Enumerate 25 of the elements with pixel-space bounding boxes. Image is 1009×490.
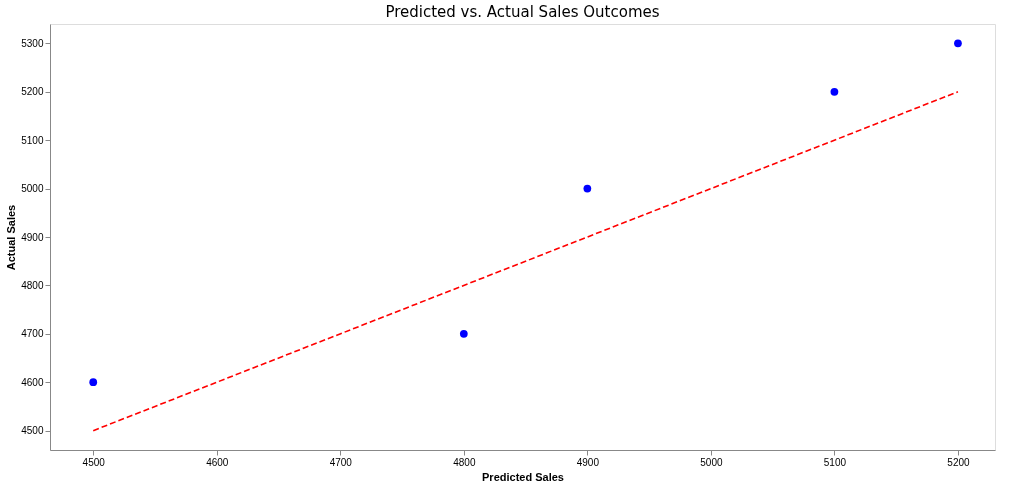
- x-tick-label: 4800: [453, 456, 476, 468]
- chart-title: Predicted vs. Actual Sales Outcomes: [385, 3, 660, 21]
- y-tick-label: 5300: [21, 37, 44, 49]
- y-tick-label: 4800: [21, 279, 44, 291]
- y-tick-label: 5200: [21, 86, 44, 98]
- y-axis-title: Actual Sales: [5, 204, 18, 271]
- point: [830, 87, 839, 96]
- x-tick-label: 4700: [329, 456, 353, 468]
- y-tick-label: 4600: [21, 376, 44, 388]
- x-tick-label: 5100: [823, 456, 847, 468]
- x-tick-label: 5000: [700, 456, 723, 468]
- y-tick-label: 5000: [21, 183, 44, 195]
- x-tick-label: 4500: [82, 456, 106, 468]
- y-tick-label: 4900: [21, 231, 44, 243]
- x-tick-label: 4600: [206, 456, 229, 468]
- point: [89, 378, 98, 387]
- y-tick-label: 5100: [21, 134, 44, 146]
- x-tick-label: 4900: [576, 456, 600, 468]
- point: [583, 184, 592, 193]
- point: [459, 329, 468, 338]
- y-tick-label: 4700: [21, 328, 44, 340]
- point: [954, 39, 962, 48]
- x-tick-label: 5200: [947, 456, 970, 468]
- x-axis-title: Predicted Sales: [482, 470, 564, 483]
- y-tick-label: 4500: [21, 425, 44, 437]
